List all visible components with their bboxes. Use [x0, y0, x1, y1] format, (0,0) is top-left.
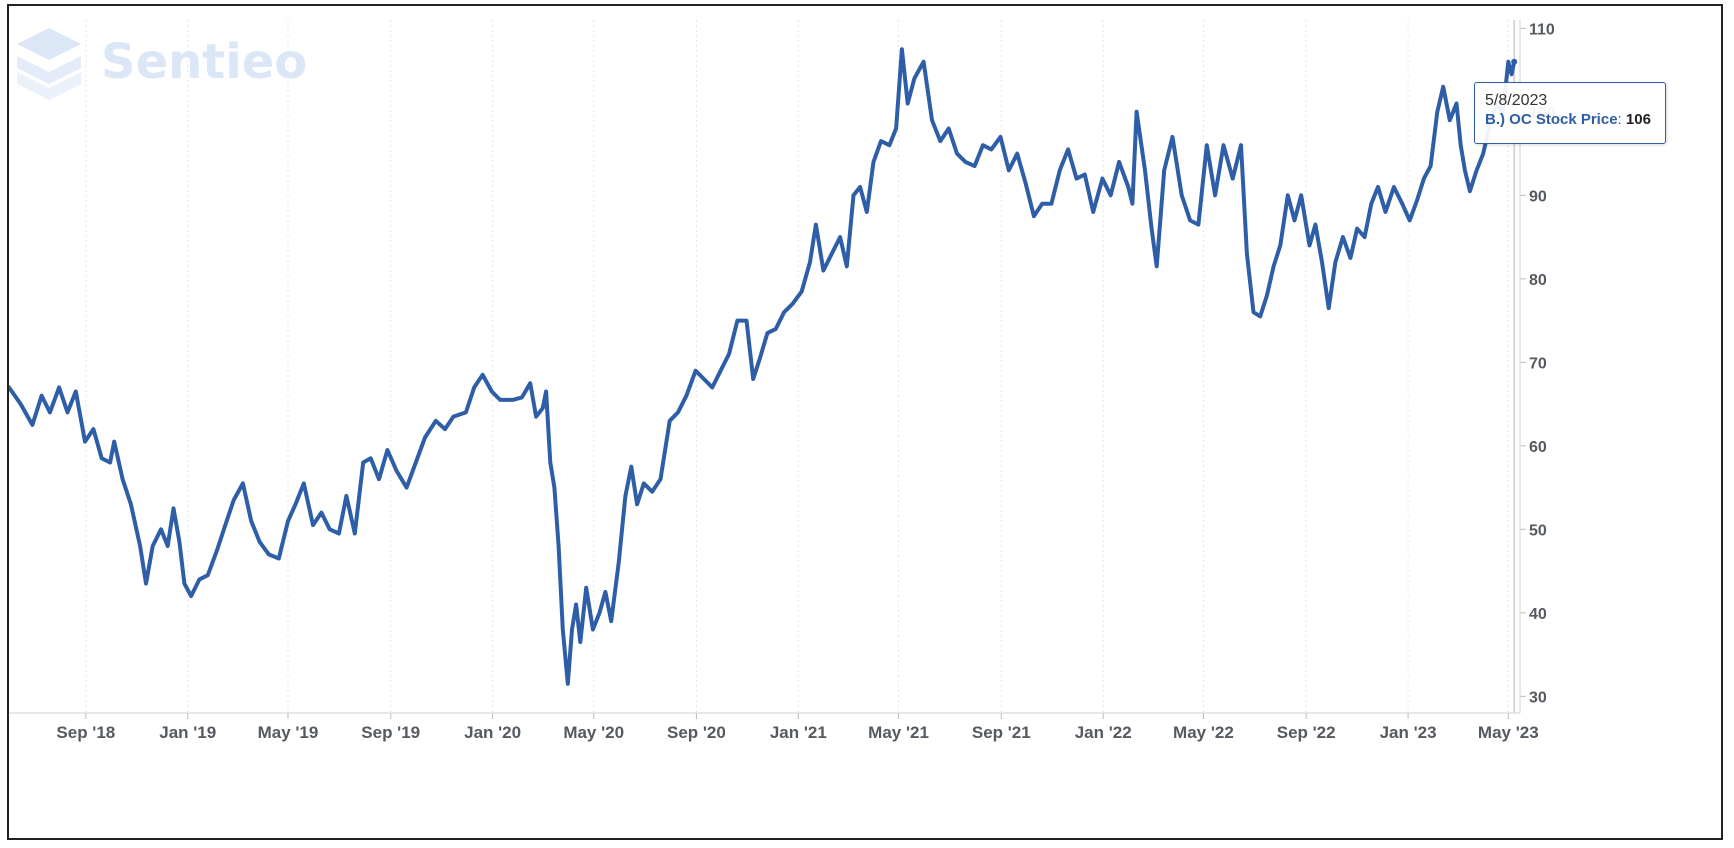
x-tick-label: Sep '19 — [361, 723, 420, 742]
x-axis-ticks: Sep '18 Jan '19 May '19 Sep '19 Jan '20 May '… — [56, 713, 1539, 742]
sentieo-layers-icon — [17, 28, 81, 100]
x-tick-label: May '20 — [563, 723, 624, 742]
tooltip-value-line: B.) OC Stock Price: 106 — [1485, 111, 1651, 128]
x-tick-label: Sep '22 — [1277, 723, 1336, 742]
y-tick-label: 110 — [1529, 21, 1555, 38]
hover-point[interactable] — [1511, 58, 1518, 65]
x-tick-label: Jan '22 — [1075, 723, 1132, 742]
tooltip-value: 106 — [1625, 111, 1651, 128]
tooltip-date: 5/8/2023 — [1485, 92, 1548, 109]
x-tick-label: Jan '23 — [1380, 723, 1437, 742]
x-gridlines — [85, 20, 1509, 713]
stock-price-chart[interactable]: Sentieo Sep '18 Jan '19 May '19 Sep '19 Jan … — [9, 6, 1721, 838]
x-tick-label: May '21 — [868, 723, 929, 742]
x-tick-label: Sep '21 — [972, 723, 1031, 742]
sentieo-logo-text: Sentieo — [101, 34, 307, 90]
sentieo-logo: Sentieo — [17, 28, 307, 100]
y-tick-label: 60 — [1529, 439, 1547, 456]
y-tick-label: 90 — [1529, 188, 1547, 205]
y-tick-label: 80 — [1529, 272, 1547, 289]
series-layer — [9, 47, 1518, 686]
x-tick-label: Jan '20 — [464, 723, 521, 742]
chart-frame: Sentieo Sep '18 Jan '19 May '19 Sep '19 Jan … — [7, 4, 1723, 840]
x-tick-label: Jan '19 — [159, 723, 216, 742]
hover-tooltip: 5/8/2023 B.) OC Stock Price: 106 — [1474, 82, 1666, 144]
x-tick-label: May '19 — [258, 723, 319, 742]
y-tick-label: 30 — [1529, 689, 1547, 706]
y-tick-label: 40 — [1529, 606, 1547, 623]
x-tick-label: May '22 — [1173, 723, 1234, 742]
y-tick-label: 70 — [1529, 355, 1547, 372]
y-tick-label: 50 — [1529, 522, 1547, 539]
x-tick-label: Sep '20 — [667, 723, 726, 742]
tooltip-series-name: B.) OC Stock Price — [1485, 111, 1618, 128]
x-tick-label: Sep '18 — [56, 723, 115, 742]
x-tick-label: May '23 — [1478, 723, 1539, 742]
series-line-oc-stock-price[interactable] — [9, 47, 1517, 686]
x-tick-label: Jan '21 — [770, 723, 827, 742]
